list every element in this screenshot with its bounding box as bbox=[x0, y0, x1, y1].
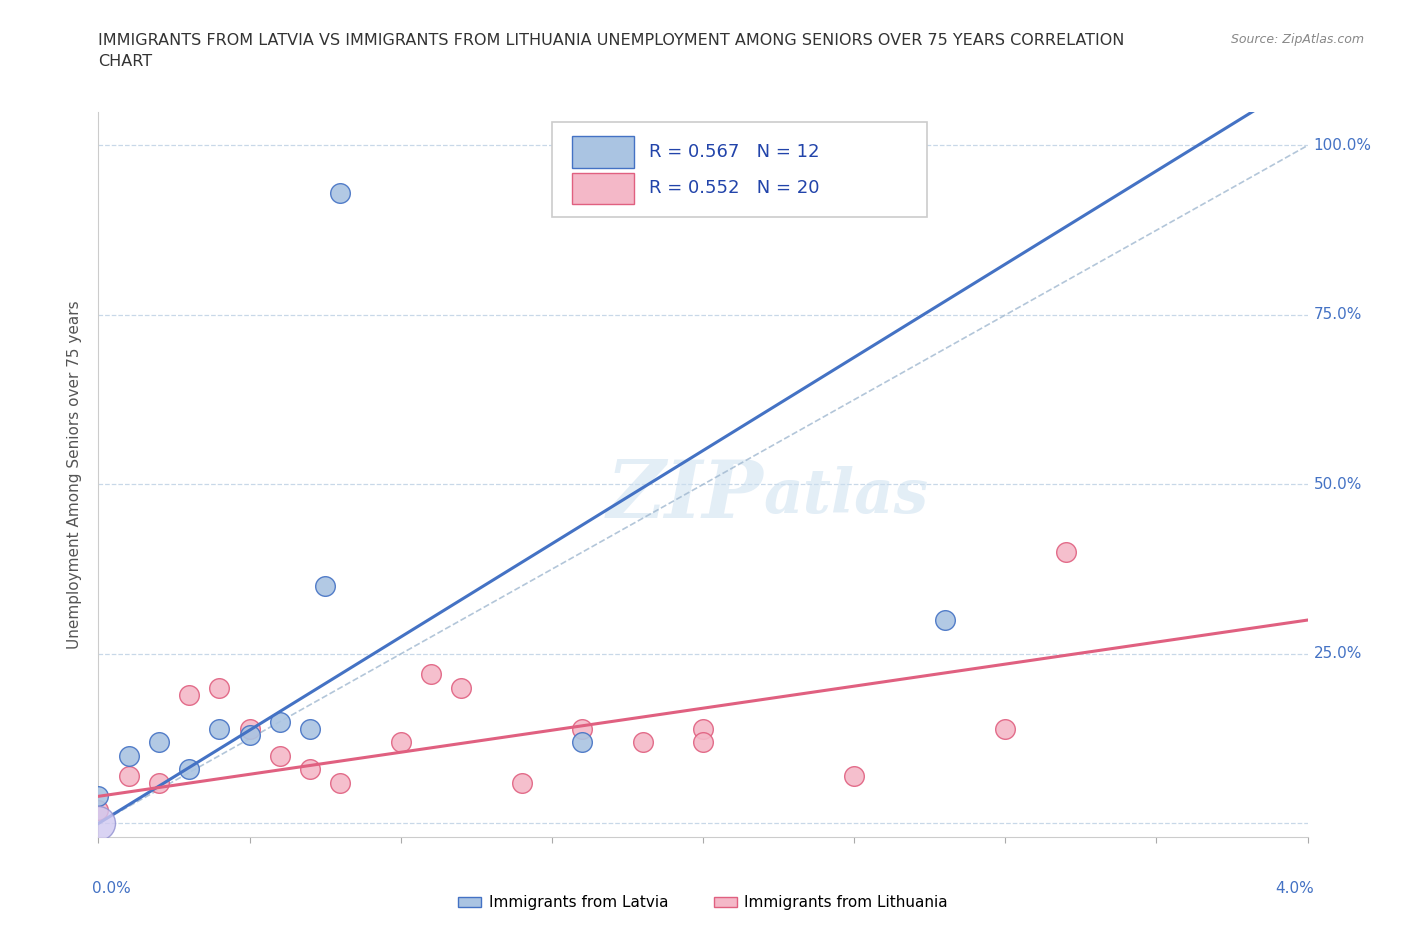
Point bbox=[87, 816, 110, 830]
Point bbox=[299, 762, 322, 777]
Point bbox=[208, 721, 231, 736]
Point bbox=[692, 735, 714, 750]
Point bbox=[118, 768, 141, 783]
Point bbox=[239, 728, 262, 743]
Point bbox=[571, 721, 593, 736]
Text: Source: ZipAtlas.com: Source: ZipAtlas.com bbox=[1230, 33, 1364, 46]
Text: 50.0%: 50.0% bbox=[1313, 477, 1362, 492]
Point bbox=[179, 687, 201, 702]
Text: CHART: CHART bbox=[98, 54, 152, 69]
Point bbox=[1054, 545, 1077, 560]
Text: R = 0.567   N = 12: R = 0.567 N = 12 bbox=[648, 143, 820, 161]
Point bbox=[179, 762, 201, 777]
Point bbox=[87, 803, 110, 817]
FancyBboxPatch shape bbox=[572, 173, 634, 205]
Point bbox=[87, 789, 110, 804]
Point bbox=[994, 721, 1017, 736]
Point bbox=[269, 749, 291, 764]
Point bbox=[419, 667, 441, 682]
Text: IMMIGRANTS FROM LATVIA VS IMMIGRANTS FROM LITHUANIA UNEMPLOYMENT AMONG SENIORS O: IMMIGRANTS FROM LATVIA VS IMMIGRANTS FRO… bbox=[98, 33, 1125, 47]
Legend: Immigrants from Latvia, Immigrants from Lithuania: Immigrants from Latvia, Immigrants from … bbox=[451, 889, 955, 916]
Point bbox=[934, 613, 956, 628]
Y-axis label: Unemployment Among Seniors over 75 years: Unemployment Among Seniors over 75 years bbox=[67, 300, 83, 648]
Text: R = 0.552   N = 20: R = 0.552 N = 20 bbox=[648, 179, 820, 197]
Point bbox=[148, 735, 170, 750]
Text: 100.0%: 100.0% bbox=[1313, 138, 1372, 153]
Point bbox=[118, 749, 141, 764]
Text: 4.0%: 4.0% bbox=[1275, 881, 1313, 896]
Point bbox=[148, 776, 170, 790]
Point bbox=[571, 735, 593, 750]
Point bbox=[329, 776, 352, 790]
Text: ZIP: ZIP bbox=[606, 458, 763, 535]
Point bbox=[450, 681, 472, 696]
Point bbox=[208, 681, 231, 696]
Text: atlas: atlas bbox=[763, 466, 928, 526]
Point bbox=[631, 735, 654, 750]
Point bbox=[239, 721, 262, 736]
Point bbox=[389, 735, 412, 750]
Point bbox=[329, 185, 352, 200]
Text: 0.0%: 0.0% bbox=[93, 881, 131, 896]
Point bbox=[844, 768, 866, 783]
Point bbox=[314, 578, 336, 593]
FancyBboxPatch shape bbox=[572, 137, 634, 168]
Text: 25.0%: 25.0% bbox=[1313, 646, 1362, 661]
FancyBboxPatch shape bbox=[551, 123, 927, 217]
Point bbox=[269, 714, 291, 729]
Point bbox=[692, 721, 714, 736]
Text: 75.0%: 75.0% bbox=[1313, 308, 1362, 323]
Point bbox=[510, 776, 533, 790]
Point bbox=[299, 721, 322, 736]
